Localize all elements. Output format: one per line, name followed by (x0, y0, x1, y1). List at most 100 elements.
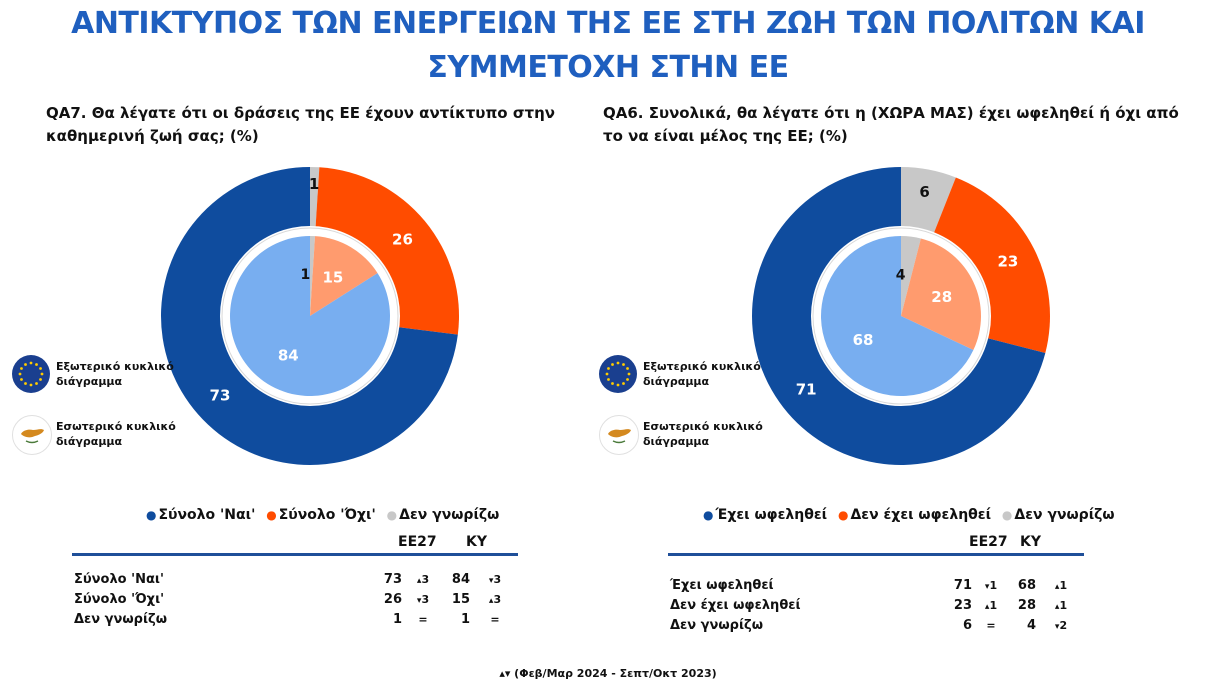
eu-star-icon (20, 367, 23, 370)
table-row: Δεν γνωρίζω 6 = 4 ▾2 (668, 616, 1084, 636)
ring-separator-outline (221, 227, 399, 405)
page-title-line2: ΣΥΜΜΕΤΟΧΗ ΣΤΗΝ ΕΕ (427, 50, 789, 85)
change-arrow-icon: ▾ (416, 596, 422, 606)
change-value: 3 (421, 593, 430, 606)
inner-value-label: 1 (301, 267, 311, 283)
header-rule (72, 553, 518, 556)
eu-star-icon (29, 361, 33, 365)
eu-star-icon (607, 378, 610, 381)
eu-star-icon (39, 367, 42, 370)
inner-value-label: 28 (931, 288, 952, 306)
cy-value: 84 (451, 572, 470, 587)
eu-flag-icon (599, 355, 637, 393)
row-label: Δεν γνωρίζω (670, 618, 764, 633)
eu-star-icon (611, 363, 614, 366)
eu27-value: 71 (953, 578, 972, 593)
eu-star-icon (626, 367, 629, 370)
eu-star-icon (24, 382, 27, 385)
change-arrow-icon: ▴ (1054, 582, 1060, 592)
change-arrow-icon: ▾ (488, 576, 494, 586)
inner-slice-dk (901, 236, 921, 316)
eu27-change: ▴1 (980, 596, 1002, 617)
change-arrow-icon: ▾ (984, 582, 990, 592)
eu-star-icon (622, 363, 625, 366)
legend-label: Σύνολο 'Ναι' (158, 507, 256, 523)
change-value: 1 (1059, 599, 1068, 612)
eu-star-icon (616, 383, 620, 387)
inner-value-label: 68 (853, 331, 874, 349)
outer-value-label: 26 (392, 231, 413, 249)
cy-value: 4 (1026, 618, 1036, 633)
change-arrow-icon: ▴ (1054, 602, 1060, 612)
cy-value: 28 (1017, 598, 1036, 613)
eu-star-icon (622, 382, 625, 385)
cy-value: 68 (1017, 578, 1036, 593)
column-header-eu27: ΕΕ27 (398, 534, 437, 550)
eu-star-icon (39, 378, 42, 381)
eu27-change: ▾3 (412, 590, 434, 611)
inner-value-label: 15 (322, 268, 343, 286)
data-table-qa7: ΕΕ27 ΚΥ Σύνολο 'Ναι' 73 ▴3 84 ▾3 Σύνολο 'Όχι'… (72, 534, 518, 634)
cy-change: ▴1 (1050, 596, 1072, 617)
cy-change: ▴3 (484, 590, 506, 611)
change-value: 1 (989, 599, 998, 612)
legend-label: Σύνολο 'Όχι' (278, 507, 376, 523)
change-value: 1 (989, 579, 998, 592)
eu-star-icon (616, 361, 620, 365)
header-rule (668, 553, 1084, 556)
inner-ring-key-label: Εσωτερικό κυκλικό διάγραμμα (643, 420, 763, 448)
legend-item: ● Δεν γνωρίζω (1001, 507, 1115, 523)
footnote: ▴▾ (Φεβ/Μαρ 2024 - Σεπτ/Οκτ 2023) (499, 667, 717, 680)
donut-chart-qa7: 73 26 1 84 15 1 (161, 167, 460, 466)
row-label: Δεν γνωρίζω (74, 612, 168, 627)
change-arrow-icon: ▴ (488, 596, 494, 606)
question-qa6: QA6. Συνολικά, θα λέγατε ότι η (ΧΩΡΑ ΜΑΣ… (603, 104, 1179, 145)
series-legend-qa6: ● Έχει ωφεληθεί ● Δεν έχει ωφεληθεί ● Δεν γ… (703, 507, 1121, 523)
eu27-change: = (412, 610, 434, 631)
legend-item: ● Σύνολο 'Όχι' (266, 507, 376, 523)
legend-item: ● Δεν γνωρίζω (386, 507, 500, 523)
outer-ring-key-label: Εξωτερικό κυκλικό διάγραμμα (56, 360, 174, 388)
cy-change: ▴1 (1050, 576, 1072, 597)
table-row: Δεν έχει ωφεληθεί 23 ▴1 28 ▴1 (668, 596, 1084, 616)
table-row: Έχει ωφεληθεί 71 ▾1 68 ▴1 (668, 576, 1084, 596)
eu-star-icon (35, 382, 38, 385)
legend-label: Έχει ωφεληθεί (715, 507, 828, 523)
page-title: ΑΝΤΙΚΤΥΠΟΣ ΤΩΝ ΕΝΕΡΓΕΙΩΝ ΤΗΣ ΕΕ ΣΤΗ ΖΩΗ … (0, 2, 1216, 90)
outer-ring-key-label: Εξωτερικό κυκλικό διάγραμμα (643, 360, 761, 388)
table-row: Σύνολο 'Όχι' 26 ▾3 15 ▴3 (72, 590, 518, 610)
row-label: Σύνολο 'Όχι' (74, 592, 165, 607)
eu-star-icon (35, 363, 38, 366)
eu-star-icon (626, 378, 629, 381)
eu27-value: 6 (962, 618, 972, 633)
change-value: 3 (421, 573, 430, 586)
change-value: = (418, 613, 428, 626)
inner-slice-no (901, 238, 981, 351)
legend-label: Δεν γνωρίζω (399, 507, 500, 523)
outer-value-label: 71 (796, 381, 817, 399)
change-value: 3 (493, 593, 502, 606)
change-value: 1 (1059, 579, 1068, 592)
inner-slice-dk (310, 236, 316, 316)
eu27-value: 1 (392, 612, 402, 627)
row-label: Δεν έχει ωφεληθεί (670, 598, 801, 613)
inner-slice-yes (821, 236, 974, 396)
legend-item: ● Σύνολο 'Ναι' (146, 507, 256, 523)
legend-item: ● Δεν έχει ωφεληθεί (837, 507, 992, 523)
eu-flag-icon (12, 355, 50, 393)
eu27-value: 73 (383, 572, 402, 587)
row-label: Έχει ωφεληθεί (670, 578, 774, 593)
inner-slice-no (310, 236, 378, 316)
eu27-change: ▴3 (412, 570, 434, 591)
outer-value-label: 73 (210, 386, 231, 404)
change-value: = (490, 613, 500, 626)
change-value: 2 (1059, 619, 1068, 632)
ring-separator-outline (812, 227, 990, 405)
eu27-value: 26 (383, 592, 402, 607)
outer-value-label: 1 (309, 175, 319, 193)
eu-star-icon (605, 372, 609, 376)
data-table-qa6: ΕΕ27 ΚΥ Έχει ωφεληθεί 71 ▾1 68 ▴1 Δεν έχει ωφ… (668, 534, 1084, 634)
table-row: Δεν γνωρίζω 1 = 1 = (72, 610, 518, 630)
eu-star-icon (607, 367, 610, 370)
inner-value-label: 4 (896, 267, 906, 283)
